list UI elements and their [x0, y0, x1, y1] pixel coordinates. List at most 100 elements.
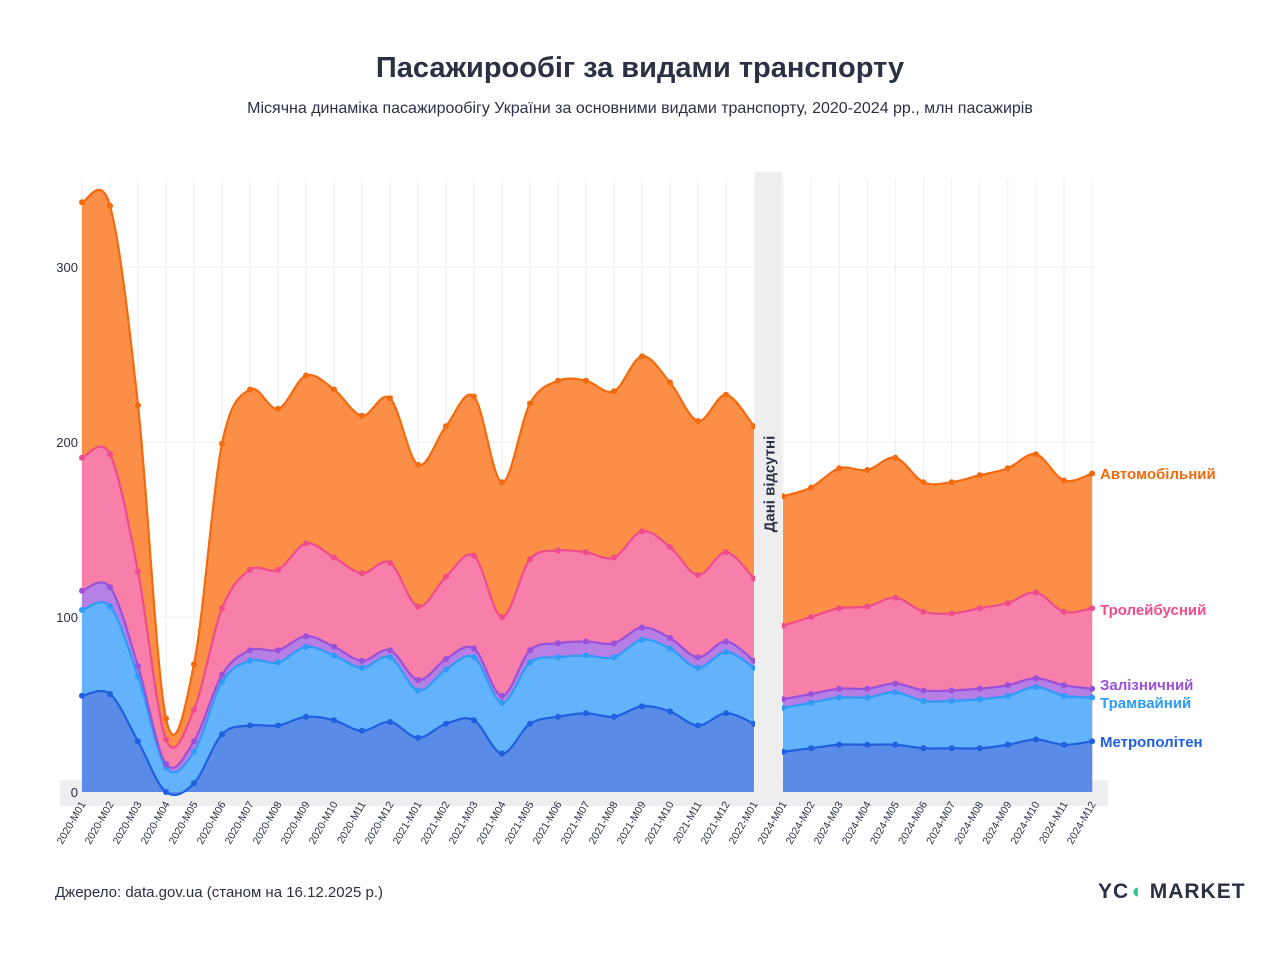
data-point	[135, 738, 141, 745]
data-point	[611, 713, 617, 720]
data-point	[864, 741, 871, 748]
data-point	[1032, 589, 1039, 596]
data-point	[611, 554, 617, 561]
data-point	[331, 643, 337, 650]
data-point	[1061, 741, 1067, 748]
data-point	[976, 685, 983, 692]
data-point	[892, 594, 899, 601]
data-point	[191, 738, 197, 745]
data-point	[191, 780, 197, 787]
data-point	[808, 691, 815, 697]
series-0-area	[783, 739, 1093, 792]
data-point	[79, 454, 85, 461]
data-point	[695, 418, 701, 424]
data-point	[723, 549, 729, 556]
data-point	[920, 698, 927, 704]
data-point	[107, 691, 113, 697]
data-point	[864, 685, 871, 692]
data-point	[499, 699, 505, 706]
data-point	[303, 713, 309, 720]
data-point	[303, 643, 309, 650]
data-point	[247, 386, 253, 393]
chart-title: Пасажирообіг за видами транспорту	[375, 52, 905, 84]
data-point	[135, 663, 141, 669]
data-point	[555, 547, 561, 554]
data-point	[107, 584, 113, 591]
data-point	[79, 692, 85, 699]
data-point	[892, 689, 899, 696]
data-point	[639, 703, 645, 710]
data-point	[611, 640, 617, 647]
data-point	[387, 395, 393, 402]
data-point	[808, 699, 815, 706]
data-point	[387, 647, 393, 654]
data-point	[667, 379, 673, 386]
data-point	[219, 731, 225, 738]
logo: YC◖ MARKET	[1098, 880, 1246, 903]
data-point	[892, 741, 899, 748]
data-point	[219, 678, 225, 685]
data-point	[443, 423, 449, 430]
data-point	[976, 745, 983, 752]
data-point	[611, 388, 617, 395]
data-point	[920, 745, 927, 752]
data-point	[275, 566, 281, 573]
data-point	[836, 605, 843, 612]
data-point	[667, 708, 673, 715]
y-tick-label: 0	[71, 785, 78, 800]
legend-label-3: Тролейбусний	[1100, 602, 1206, 619]
data-point	[695, 722, 701, 729]
data-point	[135, 402, 141, 409]
data-point	[836, 465, 843, 472]
data-point	[527, 556, 533, 563]
data-point	[163, 761, 169, 767]
data-point	[219, 440, 225, 447]
data-point	[163, 789, 169, 795]
data-point	[976, 472, 983, 479]
data-point	[1032, 684, 1039, 690]
data-point	[359, 664, 365, 671]
data-point	[583, 549, 589, 556]
data-point	[920, 608, 927, 615]
data-point	[892, 454, 899, 461]
data-point	[415, 734, 421, 741]
data-point	[499, 479, 505, 486]
data-point	[443, 720, 449, 727]
data-point	[667, 544, 673, 550]
data-point	[864, 467, 871, 473]
data-point	[1061, 682, 1067, 689]
data-point	[1089, 685, 1096, 692]
data-point	[303, 372, 309, 379]
series-line	[81, 188, 755, 736]
series-line	[81, 445, 755, 749]
data-point	[415, 603, 421, 610]
legend-label-1: Трамвайний	[1100, 695, 1191, 712]
data-point	[387, 559, 393, 566]
data-point	[1089, 605, 1096, 612]
data-point	[191, 661, 197, 668]
data-point	[1061, 477, 1067, 484]
data-point	[359, 657, 365, 664]
data-point	[163, 736, 169, 743]
data-point	[583, 638, 589, 645]
data-point	[247, 647, 253, 654]
data-point	[1032, 736, 1039, 743]
data-point	[415, 677, 421, 683]
data-point	[107, 603, 113, 610]
data-point	[331, 386, 337, 393]
data-point	[1089, 694, 1096, 701]
legend-label-2: Залізничний	[1100, 677, 1193, 694]
data-point	[948, 610, 955, 617]
data-point	[107, 451, 113, 458]
data-point	[723, 391, 729, 398]
data-point	[359, 412, 365, 419]
data-point	[275, 647, 281, 654]
data-point	[387, 654, 393, 661]
data-point	[667, 645, 673, 652]
data-point	[303, 633, 309, 640]
data-point	[723, 649, 729, 655]
data-point	[527, 659, 533, 666]
data-point	[948, 687, 955, 694]
data-point	[331, 717, 337, 724]
